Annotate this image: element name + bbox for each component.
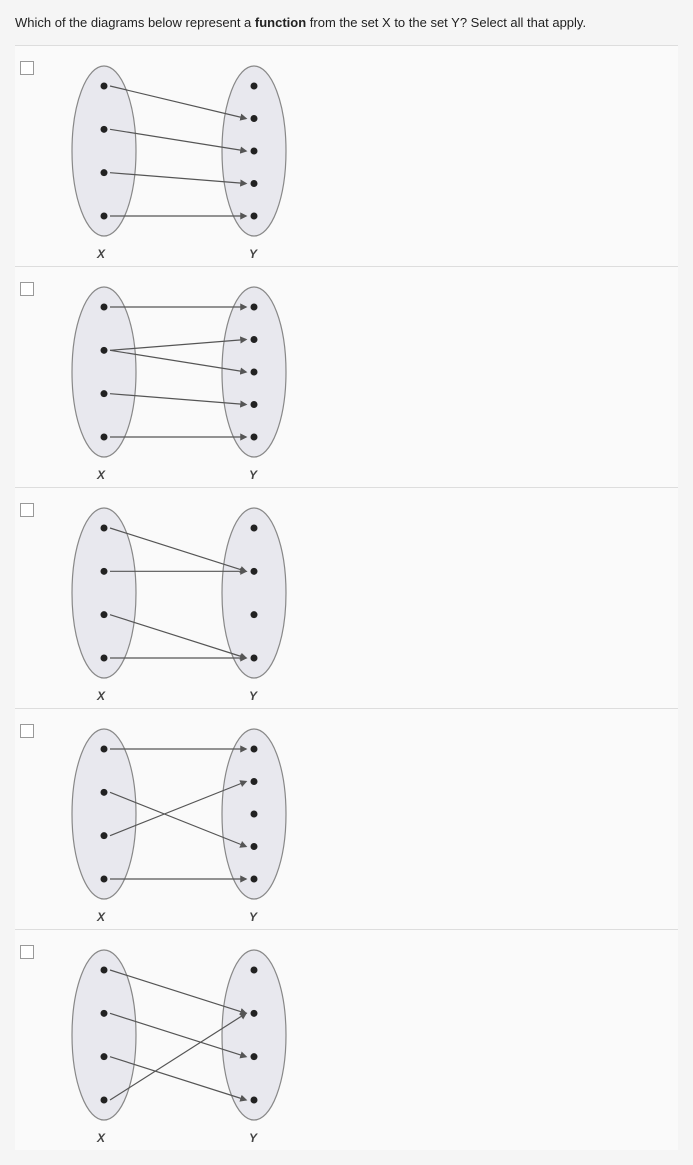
codomain-point bbox=[251, 746, 258, 753]
codomain-point bbox=[251, 369, 258, 376]
codomain-point bbox=[251, 778, 258, 785]
set-y-label: Y bbox=[249, 1131, 257, 1145]
domain-point bbox=[101, 1053, 108, 1060]
codomain-point bbox=[251, 843, 258, 850]
domain-point bbox=[101, 611, 108, 618]
domain-point bbox=[101, 213, 108, 220]
domain-point bbox=[101, 789, 108, 796]
set-y-label: Y bbox=[249, 910, 257, 924]
codomain-point bbox=[251, 148, 258, 155]
option-row: XY bbox=[15, 45, 678, 266]
domain-point bbox=[101, 304, 108, 311]
left-set-ellipse bbox=[72, 287, 136, 457]
domain-point bbox=[101, 347, 108, 354]
domain-point bbox=[101, 126, 108, 133]
option-row: XY bbox=[15, 708, 678, 929]
question-suffix: from the set X to the set Y? Select all … bbox=[306, 15, 586, 30]
codomain-point bbox=[251, 304, 258, 311]
question-text: Which of the diagrams below represent a … bbox=[15, 15, 678, 30]
set-y-label: Y bbox=[249, 468, 257, 482]
codomain-point bbox=[251, 336, 258, 343]
codomain-point bbox=[251, 967, 258, 974]
codomain-point bbox=[251, 180, 258, 187]
question-bold: function bbox=[255, 15, 306, 30]
codomain-point bbox=[251, 525, 258, 532]
domain-point bbox=[101, 525, 108, 532]
domain-point bbox=[101, 655, 108, 662]
domain-point bbox=[101, 83, 108, 90]
option-checkbox[interactable] bbox=[20, 282, 34, 296]
domain-point bbox=[101, 568, 108, 575]
domain-point bbox=[101, 434, 108, 441]
codomain-point bbox=[251, 213, 258, 220]
codomain-point bbox=[251, 115, 258, 122]
codomain-point bbox=[251, 401, 258, 408]
option-row: XY bbox=[15, 266, 678, 487]
mapping-diagram: XY bbox=[49, 719, 309, 919]
left-set-ellipse bbox=[72, 729, 136, 899]
codomain-point bbox=[251, 1097, 258, 1104]
question-prefix: Which of the diagrams below represent a bbox=[15, 15, 255, 30]
codomain-point bbox=[251, 611, 258, 618]
set-x-label: X bbox=[97, 689, 105, 703]
option-checkbox[interactable] bbox=[20, 724, 34, 738]
set-x-label: X bbox=[97, 468, 105, 482]
option-row: XY bbox=[15, 929, 678, 1150]
set-y-label: Y bbox=[249, 247, 257, 261]
mapping-diagram: XY bbox=[49, 56, 309, 256]
mapping-diagram: XY bbox=[49, 277, 309, 477]
domain-point bbox=[101, 876, 108, 883]
codomain-point bbox=[251, 434, 258, 441]
domain-point bbox=[101, 832, 108, 839]
right-set-ellipse bbox=[222, 950, 286, 1120]
option-checkbox[interactable] bbox=[20, 503, 34, 517]
option-checkbox[interactable] bbox=[20, 945, 34, 959]
option-checkbox[interactable] bbox=[20, 61, 34, 75]
domain-point bbox=[101, 390, 108, 397]
mapping-diagram: XY bbox=[49, 940, 309, 1140]
right-set-ellipse bbox=[222, 508, 286, 678]
set-x-label: X bbox=[97, 247, 105, 261]
codomain-point bbox=[251, 876, 258, 883]
codomain-point bbox=[251, 811, 258, 818]
mapping-diagram: XY bbox=[49, 498, 309, 698]
codomain-point bbox=[251, 1053, 258, 1060]
codomain-point bbox=[251, 83, 258, 90]
codomain-point bbox=[251, 1010, 258, 1017]
domain-point bbox=[101, 169, 108, 176]
set-x-label: X bbox=[97, 910, 105, 924]
domain-point bbox=[101, 1097, 108, 1104]
domain-point bbox=[101, 746, 108, 753]
option-row: XY bbox=[15, 487, 678, 708]
left-set-ellipse bbox=[72, 66, 136, 236]
domain-point bbox=[101, 1010, 108, 1017]
set-x-label: X bbox=[97, 1131, 105, 1145]
codomain-point bbox=[251, 655, 258, 662]
set-y-label: Y bbox=[249, 689, 257, 703]
codomain-point bbox=[251, 568, 258, 575]
domain-point bbox=[101, 967, 108, 974]
